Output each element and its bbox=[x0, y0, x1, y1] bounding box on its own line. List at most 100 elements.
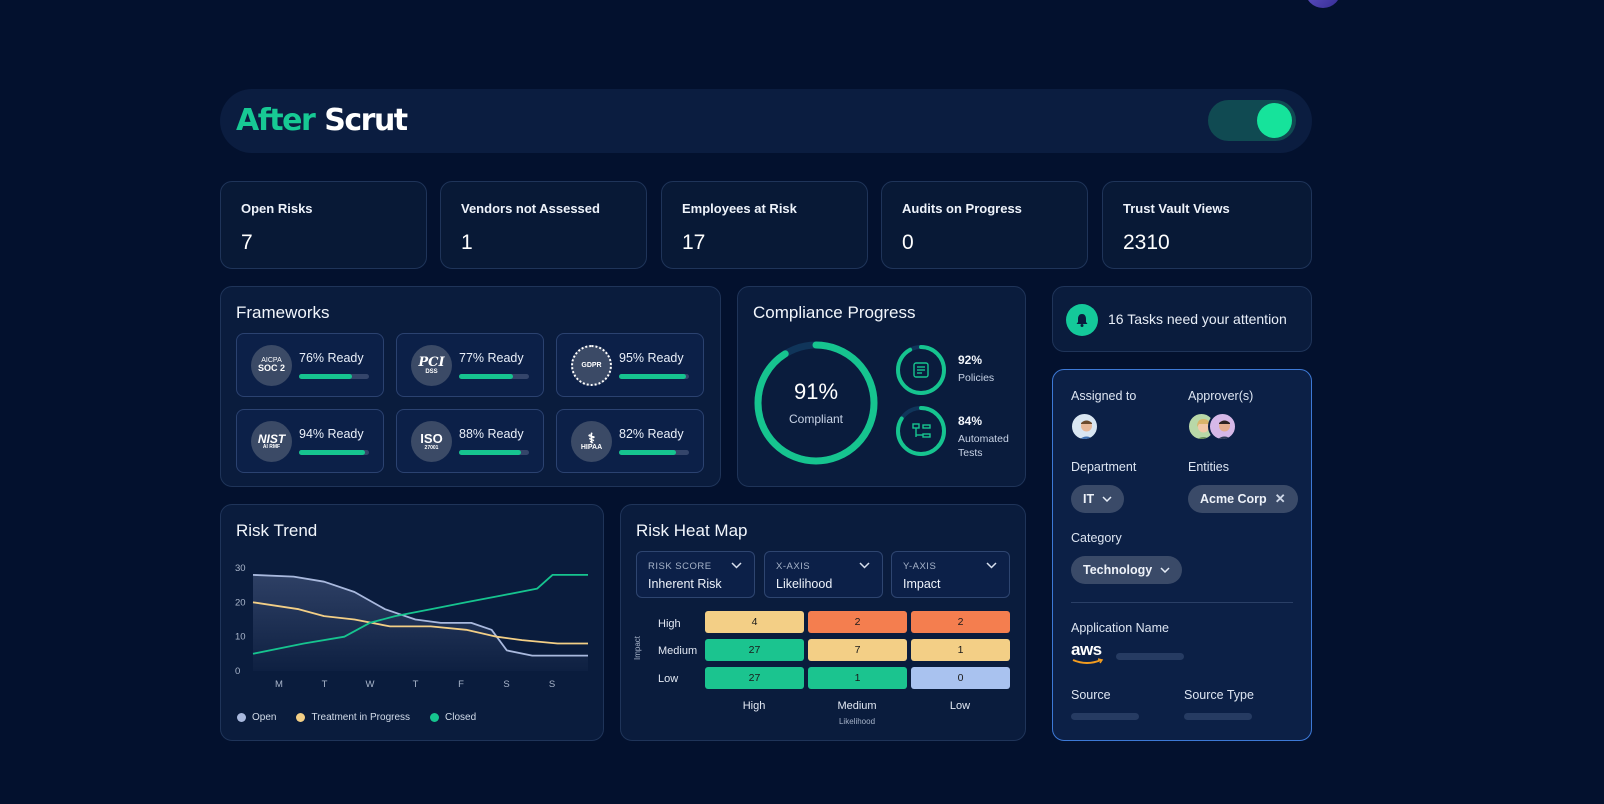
framework-card-pci[interactable]: PCI DSS 77% Ready bbox=[396, 333, 544, 397]
app-name-placeholder bbox=[1116, 653, 1184, 660]
framework-ready-text: 94% Ready bbox=[299, 427, 364, 441]
frameworks-panel: Frameworks AICPA SOC 2 76% Ready PCI DSS 7… bbox=[220, 286, 721, 487]
ring-progress bbox=[896, 406, 946, 456]
stat-label: Audits on Progress bbox=[902, 201, 1022, 216]
col-label-medium: Medium bbox=[837, 700, 877, 712]
department-select[interactable]: IT bbox=[1071, 485, 1125, 513]
stat-value: 17 bbox=[682, 231, 706, 254]
entities-label: Entities bbox=[1188, 460, 1229, 474]
assignee-avatar[interactable] bbox=[1070, 412, 1099, 441]
stat-card-employees[interactable]: Employees at Risk 17 bbox=[661, 181, 868, 269]
framework-card-nist[interactable]: NIST AI RMF 94% Ready bbox=[236, 409, 384, 473]
logo: After Scrut bbox=[236, 103, 408, 138]
assigned-to-label: Assigned to bbox=[1071, 389, 1137, 403]
tests-ring bbox=[896, 406, 946, 456]
stat-label: Open Risks bbox=[241, 201, 313, 216]
tasks-text: 16 Tasks need your attention bbox=[1108, 311, 1287, 327]
heat-cell[interactable]: 2 bbox=[808, 611, 907, 633]
series-line-treatment-in-progress bbox=[252, 601, 588, 645]
approvers-label: Approver(s) bbox=[1188, 389, 1254, 403]
logo-after: After bbox=[236, 103, 316, 138]
progress-fill bbox=[619, 450, 677, 455]
heat-map-title: Risk Heat Map bbox=[636, 521, 748, 540]
tests-label: Automated Tests bbox=[958, 433, 1009, 459]
decorative-orb bbox=[1305, 0, 1341, 8]
heat-cell[interactable]: 4 bbox=[705, 611, 804, 633]
row-label-high: High bbox=[658, 618, 681, 630]
policies-ring bbox=[896, 345, 946, 395]
source-type-label: Source Type bbox=[1184, 688, 1254, 702]
aws-logo-icon: aws bbox=[1071, 640, 1105, 666]
before-after-toggle[interactable] bbox=[1208, 100, 1296, 141]
category-select[interactable]: Technology bbox=[1071, 556, 1183, 584]
heat-cell[interactable]: 0 bbox=[911, 667, 1010, 689]
heat-cell[interactable]: 1 bbox=[911, 639, 1010, 661]
stat-card-vendors[interactable]: Vendors not Assessed 1 bbox=[440, 181, 647, 269]
stat-label: Employees at Risk bbox=[682, 201, 797, 216]
heat-cell[interactable]: 7 bbox=[808, 639, 907, 661]
framework-progress-bar bbox=[619, 374, 689, 379]
policies-label: Policies bbox=[958, 372, 995, 384]
framework-card-gdpr[interactable]: GDPR 95% Ready bbox=[556, 333, 704, 397]
risk-trend-title: Risk Trend bbox=[236, 521, 318, 540]
stat-card-audits[interactable]: Audits on Progress 0 bbox=[881, 181, 1088, 269]
legend-treatment[interactable]: Treatment in Progress bbox=[296, 712, 410, 723]
x-tick-label: S bbox=[549, 679, 555, 690]
progress-fill bbox=[299, 374, 353, 379]
framework-card-soc2[interactable]: AICPA SOC 2 76% Ready bbox=[236, 333, 384, 397]
framework-ready-text: 82% Ready bbox=[619, 427, 684, 441]
dropdown-key: Y-AXIS bbox=[903, 561, 937, 572]
ring-progress bbox=[754, 341, 878, 465]
category-value: Technology bbox=[1083, 563, 1153, 577]
flow-icon bbox=[912, 423, 931, 438]
policies-value: 92% bbox=[958, 353, 983, 367]
heat-cell[interactable]: 27 bbox=[705, 639, 804, 661]
stat-card-trust-vault[interactable]: Trust Vault Views 2310 bbox=[1102, 181, 1312, 269]
heat-cell[interactable]: 2 bbox=[911, 611, 1010, 633]
risk-score-dropdown[interactable]: RISK SCORE Inherent Risk bbox=[636, 551, 755, 598]
tests-value: 84% bbox=[958, 414, 983, 428]
assignment-card: Assigned to Approver(s) Department Entit… bbox=[1052, 369, 1312, 741]
iso-badge-icon: ISO 27001 bbox=[411, 421, 452, 462]
tasks-attention-card[interactable]: 16 Tasks need your attention bbox=[1052, 286, 1312, 352]
stat-value: 0 bbox=[902, 231, 914, 254]
framework-card-hipaa[interactable]: ⚕ HIPAA 82% Ready bbox=[556, 409, 704, 473]
y-axis-dropdown[interactable]: Y-AXIS Impact bbox=[891, 551, 1010, 598]
dropdown-value: Inherent Risk bbox=[648, 577, 722, 591]
category-label: Category bbox=[1071, 531, 1122, 545]
progress-fill bbox=[459, 374, 513, 379]
legend-closed[interactable]: Closed bbox=[430, 712, 476, 723]
dropdown-value: Likelihood bbox=[776, 577, 833, 591]
heat-cell[interactable]: 1 bbox=[808, 667, 907, 689]
chevron-down-icon bbox=[1160, 567, 1170, 573]
series-area-open bbox=[253, 574, 588, 671]
x-tick-label: F bbox=[458, 679, 464, 690]
framework-progress-bar bbox=[299, 450, 369, 455]
y-tick-label: 10 bbox=[235, 632, 246, 643]
header-bar: After Scrut bbox=[220, 89, 1312, 153]
compliance-progress-panel: Compliance Progress 91% Compliant 92% Po… bbox=[737, 286, 1026, 487]
framework-card-iso[interactable]: ISO 27001 88% Ready bbox=[396, 409, 544, 473]
heat-map-x-title: Likelihood bbox=[838, 717, 876, 726]
heat-cell[interactable]: 27 bbox=[705, 667, 804, 689]
framework-progress-bar bbox=[619, 450, 689, 455]
col-label-high: High bbox=[742, 700, 766, 712]
stat-card-open-risks[interactable]: Open Risks 7 bbox=[220, 181, 427, 269]
document-icon bbox=[913, 362, 929, 378]
pci-badge-icon: PCI DSS bbox=[411, 345, 452, 386]
entity-chip[interactable]: Acme Corp ✕ bbox=[1188, 485, 1298, 513]
application-name-label: Application Name bbox=[1071, 621, 1169, 635]
chevron-down-icon bbox=[731, 562, 742, 569]
close-icon[interactable]: ✕ bbox=[1274, 491, 1286, 506]
x-tick-label: M bbox=[275, 679, 283, 690]
dropdown-key: RISK SCORE bbox=[648, 561, 712, 572]
legend-open[interactable]: Open bbox=[237, 712, 276, 723]
x-tick-label: T bbox=[322, 679, 328, 690]
x-axis-dropdown[interactable]: X-AXIS Likelihood bbox=[764, 551, 883, 598]
risk-trend-panel: Risk Trend 30 20 10 0 M T W T F S S Open Treatment… bbox=[220, 504, 604, 741]
approver-avatar-2[interactable] bbox=[1208, 412, 1237, 441]
divider bbox=[1071, 602, 1293, 603]
compliance-percentage: 91% bbox=[793, 379, 839, 404]
framework-progress-bar bbox=[299, 374, 369, 379]
stat-label: Trust Vault Views bbox=[1123, 201, 1230, 216]
